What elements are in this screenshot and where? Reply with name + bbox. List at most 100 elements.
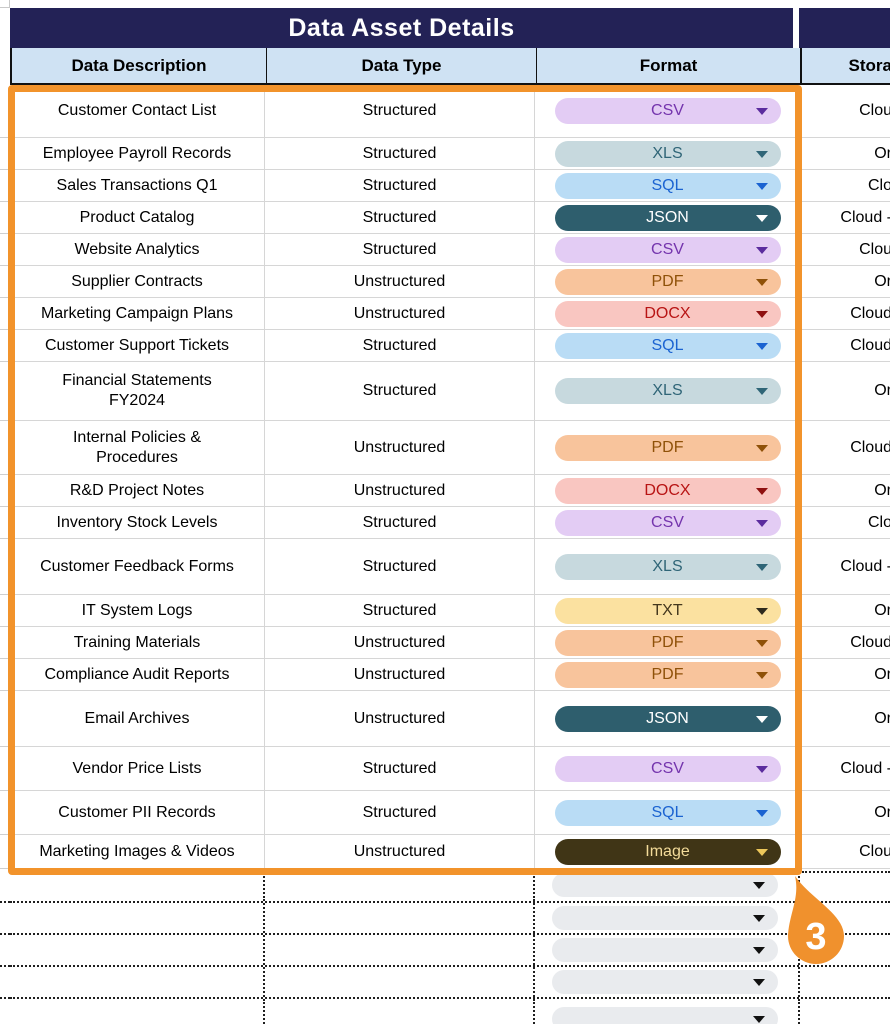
cell-data-description[interactable]: Employee Payroll Records	[10, 138, 265, 169]
cell-data-type[interactable]	[265, 903, 535, 933]
chevron-down-icon[interactable]	[753, 947, 765, 954]
cell-data-type[interactable]	[265, 967, 535, 997]
format-dropdown[interactable]: CSV	[554, 98, 781, 124]
format-dropdown[interactable]: CSV	[554, 755, 781, 782]
chevron-down-icon[interactable]	[753, 1016, 765, 1023]
cell-data-description[interactable]: Customer Contact List	[10, 85, 265, 137]
cell-data-description[interactable]: Supplier Contracts	[10, 266, 265, 297]
chevron-down-icon[interactable]	[753, 979, 765, 986]
format-dropdown[interactable]	[552, 970, 778, 994]
format-dropdown[interactable]: CSV	[554, 509, 781, 536]
format-dropdown[interactable]: JSON	[554, 705, 781, 732]
chevron-down-icon[interactable]	[755, 765, 768, 773]
cell-data-type[interactable]	[265, 869, 535, 901]
cell-storage[interactable]: Or	[800, 475, 890, 506]
cell-storage[interactable]: Or	[800, 266, 890, 297]
format-dropdown[interactable]: PDF	[554, 629, 781, 656]
cell-data-description[interactable]	[10, 869, 265, 901]
cell-data-description[interactable]: Financial Statements FY2024	[10, 362, 265, 420]
format-dropdown[interactable]: SQL	[554, 332, 781, 359]
chevron-down-icon[interactable]	[755, 563, 768, 571]
cell-format[interactable]: PDF	[535, 266, 800, 297]
cell-format[interactable]: Image	[535, 835, 800, 868]
format-dropdown[interactable]: SQL	[554, 172, 781, 199]
cell-storage[interactable]	[800, 967, 890, 997]
cell-format[interactable]: PDF	[535, 421, 800, 474]
column-header-data-type[interactable]: Data Type	[267, 48, 537, 83]
cell-data-description[interactable]: Vendor Price Lists	[10, 747, 265, 790]
format-dropdown[interactable]: SQL	[554, 799, 781, 826]
format-dropdown[interactable]: PDF	[554, 434, 781, 461]
section-title-cell[interactable]: Data Asset Details	[10, 8, 793, 48]
chevron-down-icon[interactable]	[755, 671, 768, 679]
chevron-down-icon[interactable]	[755, 715, 768, 723]
cell-format[interactable]: XLS	[535, 138, 800, 169]
chevron-down-icon[interactable]	[755, 182, 768, 190]
cell-storage[interactable]: Cloud -	[800, 747, 890, 790]
cell-storage[interactable]: Or	[800, 362, 890, 420]
cell-data-description[interactable]: Compliance Audit Reports	[10, 659, 265, 690]
cell-storage[interactable]: Cloud	[800, 421, 890, 474]
cell-data-type[interactable]: Unstructured	[265, 659, 535, 690]
cell-data-type[interactable]: Unstructured	[265, 298, 535, 329]
cell-data-description[interactable]: IT System Logs	[10, 595, 265, 626]
cell-data-description[interactable]	[10, 935, 265, 965]
format-dropdown[interactable]	[552, 906, 778, 930]
cell-format[interactable]	[535, 903, 800, 933]
chevron-down-icon[interactable]	[755, 108, 768, 115]
cell-storage[interactable]: Cloud	[800, 298, 890, 329]
cell-data-type[interactable]: Structured	[265, 85, 535, 137]
cell-storage[interactable]: Clou	[800, 85, 890, 137]
cell-format[interactable]	[535, 999, 800, 1024]
format-dropdown[interactable]: JSON	[554, 204, 781, 231]
cell-format[interactable]: DOCX	[535, 475, 800, 506]
cell-data-type[interactable]: Structured	[265, 170, 535, 201]
cell-storage[interactable]: Or	[800, 595, 890, 626]
chevron-down-icon[interactable]	[755, 519, 768, 527]
cell-data-description[interactable]: Customer Feedback Forms	[10, 539, 265, 594]
cell-data-description[interactable]: Marketing Images & Videos	[10, 835, 265, 868]
cell-data-type[interactable]: Structured	[265, 362, 535, 420]
cell-storage[interactable]: Or	[800, 138, 890, 169]
cell-format[interactable]	[535, 869, 800, 901]
format-dropdown[interactable]: XLS	[554, 553, 781, 580]
cell-format[interactable]: PDF	[535, 627, 800, 658]
cell-data-type[interactable]: Structured	[265, 595, 535, 626]
cell-data-description[interactable]: Training Materials	[10, 627, 265, 658]
chevron-down-icon[interactable]	[755, 214, 768, 222]
chevron-down-icon[interactable]	[755, 150, 768, 158]
cell-storage[interactable]: Clou	[800, 835, 890, 868]
cell-storage[interactable]: Cloud	[800, 627, 890, 658]
format-dropdown[interactable]	[552, 1007, 778, 1024]
cell-data-description[interactable]: R&D Project Notes	[10, 475, 265, 506]
cell-storage[interactable]: Clou	[800, 234, 890, 265]
cell-format[interactable]	[535, 935, 800, 965]
cell-data-type[interactable]: Structured	[265, 507, 535, 538]
cell-storage[interactable]: Or	[800, 659, 890, 690]
cell-format[interactable]: JSON	[535, 202, 800, 233]
cell-data-description[interactable]: Website Analytics	[10, 234, 265, 265]
cell-data-description[interactable]	[10, 903, 265, 933]
chevron-down-icon[interactable]	[755, 848, 768, 856]
cell-format[interactable]	[535, 967, 800, 997]
adjacent-section-title-cell[interactable]	[799, 8, 890, 48]
cell-data-type[interactable]	[265, 935, 535, 965]
cell-data-description[interactable]: Internal Policies & Procedures	[10, 421, 265, 474]
cell-data-type[interactable]: Structured	[265, 138, 535, 169]
cell-data-type[interactable]: Unstructured	[265, 266, 535, 297]
chevron-down-icon[interactable]	[755, 639, 768, 647]
cell-data-description[interactable]: Customer PII Records	[10, 791, 265, 834]
cell-data-type[interactable]: Structured	[265, 539, 535, 594]
cell-data-type[interactable]: Unstructured	[265, 627, 535, 658]
cell-storage[interactable]	[800, 999, 890, 1024]
chevron-down-icon[interactable]	[753, 915, 765, 922]
format-dropdown[interactable]: PDF	[554, 268, 781, 295]
chevron-down-icon[interactable]	[755, 487, 768, 495]
format-dropdown[interactable]: CSV	[554, 236, 781, 263]
format-dropdown[interactable]: XLS	[554, 140, 781, 167]
cell-data-description[interactable]: Sales Transactions Q1	[10, 170, 265, 201]
format-dropdown[interactable]	[552, 873, 778, 897]
chevron-down-icon[interactable]	[755, 310, 768, 318]
cell-storage[interactable]: Clo	[800, 507, 890, 538]
format-dropdown[interactable]: PDF	[554, 661, 781, 688]
